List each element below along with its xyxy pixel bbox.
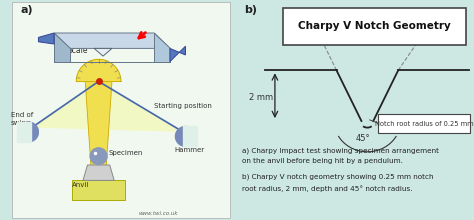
Text: swing: swing: [10, 120, 31, 126]
Text: a) Charpy Impact test showing specimen arrangement: a) Charpy Impact test showing specimen a…: [242, 147, 439, 154]
FancyBboxPatch shape: [283, 8, 465, 45]
Text: on the anvil before being hit by a pendulum.: on the anvil before being hit by a pendu…: [242, 158, 402, 164]
Polygon shape: [76, 59, 121, 81]
Polygon shape: [54, 33, 70, 62]
Text: Scale: Scale: [67, 46, 88, 55]
Polygon shape: [18, 122, 38, 142]
Polygon shape: [83, 165, 114, 180]
Text: Notch root radius of 0.25 mm: Notch root radius of 0.25 mm: [375, 121, 474, 127]
Polygon shape: [85, 81, 112, 180]
Text: Starting position: Starting position: [155, 103, 212, 109]
Polygon shape: [94, 48, 112, 56]
Polygon shape: [54, 33, 170, 48]
Text: root radius, 2 mm, depth and 45° notch radius.: root radius, 2 mm, depth and 45° notch r…: [242, 185, 412, 192]
Polygon shape: [183, 126, 197, 146]
Polygon shape: [170, 46, 185, 62]
Polygon shape: [175, 126, 195, 146]
Text: 2 mm: 2 mm: [249, 94, 273, 102]
Polygon shape: [38, 33, 54, 44]
Circle shape: [90, 148, 107, 165]
Text: www.twi.co.uk: www.twi.co.uk: [139, 211, 178, 216]
Text: b): b): [244, 5, 257, 15]
Polygon shape: [17, 122, 31, 142]
Text: Specimen: Specimen: [109, 150, 143, 156]
FancyBboxPatch shape: [378, 114, 470, 133]
Text: Anvil: Anvil: [72, 182, 89, 188]
Text: 45°: 45°: [356, 134, 370, 143]
Polygon shape: [155, 33, 170, 62]
FancyBboxPatch shape: [12, 2, 230, 218]
Text: Charpy V Notch Geometry: Charpy V Notch Geometry: [298, 21, 451, 31]
Bar: [72, 180, 125, 200]
Polygon shape: [32, 81, 183, 132]
Text: b) Charpy V notch geometry showing 0.25 mm notch: b) Charpy V notch geometry showing 0.25 …: [242, 174, 433, 180]
Text: Hammer: Hammer: [174, 147, 204, 153]
Text: a): a): [21, 5, 33, 15]
Text: End of: End of: [10, 112, 33, 118]
